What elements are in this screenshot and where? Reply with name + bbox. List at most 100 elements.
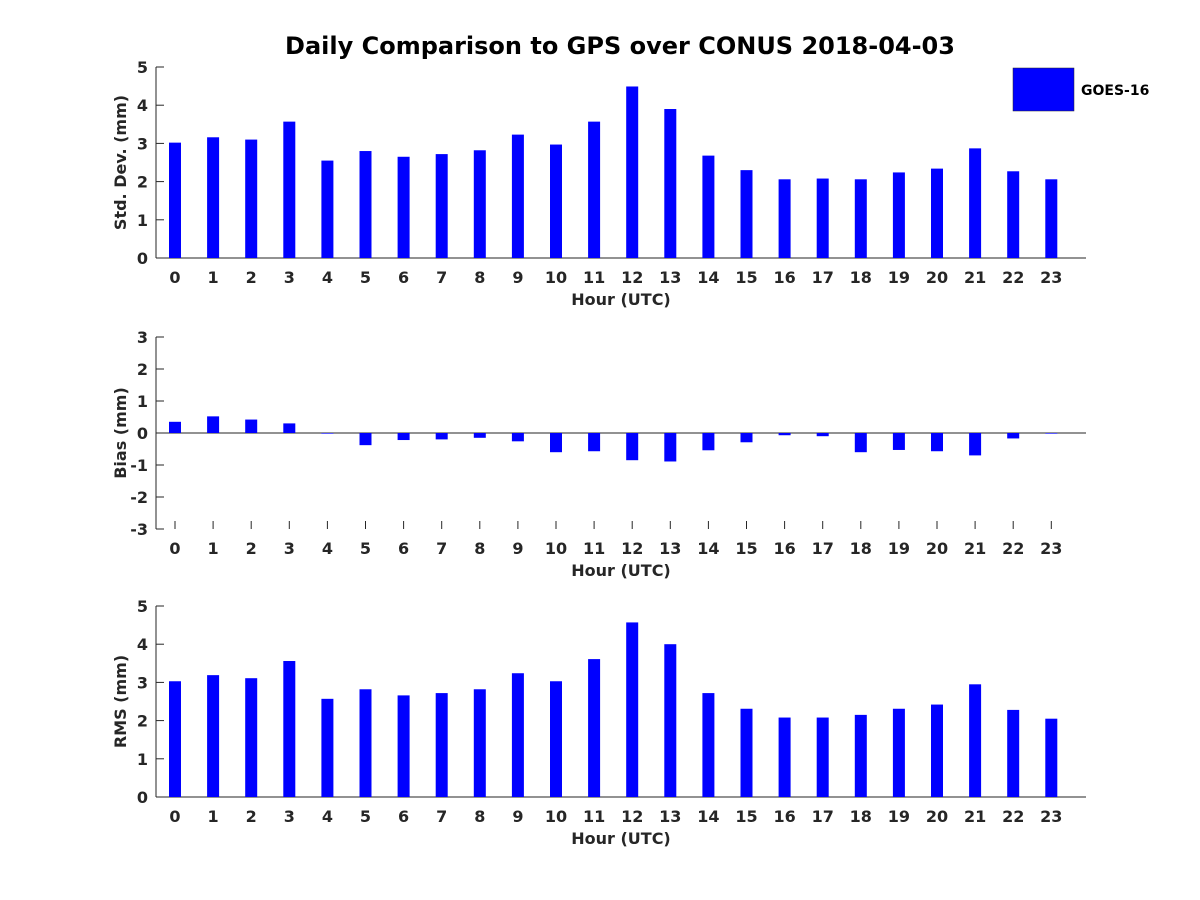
bar-hour-13 xyxy=(664,109,677,259)
x-tick-label: 11 xyxy=(583,807,605,826)
y-axis-label: RMS (mm) xyxy=(111,655,130,748)
bar-hour-23 xyxy=(1045,179,1058,258)
x-tick-label: 16 xyxy=(773,268,795,287)
x-tick-label: 21 xyxy=(964,539,986,558)
x-tick-label: 4 xyxy=(322,807,333,826)
bar-hour-20 xyxy=(931,433,943,452)
x-tick-label: 19 xyxy=(888,268,910,287)
bar-hour-17 xyxy=(816,178,829,258)
y-tick-label: -2 xyxy=(130,488,148,507)
bar-hour-4 xyxy=(321,433,334,434)
x-tick-label: 10 xyxy=(545,539,567,558)
bar-hour-10 xyxy=(550,144,562,258)
x-tick-label: 13 xyxy=(659,807,681,826)
x-tick-label: 2 xyxy=(246,539,257,558)
bar-hour-13 xyxy=(664,644,677,797)
x-tick-label: 16 xyxy=(773,539,795,558)
bar-hour-9 xyxy=(511,433,524,442)
bar-hour-14 xyxy=(702,693,715,797)
bar-hour-10 xyxy=(550,433,562,453)
x-tick-label: 1 xyxy=(208,268,219,287)
bar-hour-2 xyxy=(245,419,258,433)
bar-hour-11 xyxy=(588,433,601,452)
bar-hour-10 xyxy=(550,681,562,797)
bar-hour-20 xyxy=(931,168,943,258)
x-tick-label: 9 xyxy=(512,268,523,287)
x-tick-label: 8 xyxy=(474,268,485,287)
bar-hour-21 xyxy=(969,148,982,258)
x-tick-label: 17 xyxy=(812,539,834,558)
x-tick-label: 7 xyxy=(436,539,447,558)
x-tick-label: 17 xyxy=(812,807,834,826)
bar-hour-17 xyxy=(816,717,829,797)
x-tick-label: 6 xyxy=(398,268,409,287)
x-tick-label: 3 xyxy=(284,539,295,558)
bar-hour-9 xyxy=(511,673,524,797)
x-tick-label: 7 xyxy=(436,807,447,826)
x-tick-label: 11 xyxy=(583,539,605,558)
x-tick-label: 18 xyxy=(850,807,872,826)
y-tick-label: 3 xyxy=(137,673,148,692)
bar-hour-21 xyxy=(969,433,982,456)
bar-hour-18 xyxy=(854,179,867,258)
x-tick-label: 6 xyxy=(398,539,409,558)
bar-hour-12 xyxy=(626,622,639,797)
bar-hour-8 xyxy=(473,150,486,258)
bar-hour-8 xyxy=(473,433,486,438)
x-tick-label: 23 xyxy=(1040,807,1062,826)
bar-hour-2 xyxy=(245,139,258,258)
bar-hour-11 xyxy=(588,659,601,797)
y-axis-label: Std. Dev. (mm) xyxy=(111,95,130,230)
bar-hour-14 xyxy=(702,433,715,451)
x-tick-label: 16 xyxy=(773,807,795,826)
x-tick-label: 15 xyxy=(735,268,757,287)
bar-hour-19 xyxy=(892,172,905,258)
y-axis-label: Bias (mm) xyxy=(111,387,130,479)
y-tick-label: -3 xyxy=(130,520,148,539)
bar-hour-6 xyxy=(397,433,410,441)
x-tick-label: 8 xyxy=(474,539,485,558)
bar-hour-0 xyxy=(169,681,181,797)
bar-hour-23 xyxy=(1045,433,1058,434)
y-tick-label: 2 xyxy=(137,360,148,379)
bar-hour-16 xyxy=(778,179,791,258)
x-tick-label: 18 xyxy=(850,268,872,287)
x-axis-label: Hour (UTC) xyxy=(571,290,671,309)
bar-hour-9 xyxy=(511,134,524,258)
y-tick-label: 2 xyxy=(137,173,148,192)
y-tick-label: 1 xyxy=(137,392,148,411)
chart-title: Daily Comparison to GPS over CONUS 2018-… xyxy=(285,32,955,60)
bar-hour-14 xyxy=(702,155,715,258)
x-tick-label: 11 xyxy=(583,268,605,287)
y-tick-label: 1 xyxy=(137,211,148,230)
x-tick-label: 15 xyxy=(735,539,757,558)
x-tick-label: 20 xyxy=(926,539,948,558)
x-tick-label: 22 xyxy=(1002,268,1024,287)
x-tick-label: 4 xyxy=(322,268,333,287)
x-tick-label: 0 xyxy=(169,807,180,826)
bar-hour-20 xyxy=(931,704,943,797)
x-tick-label: 9 xyxy=(512,539,523,558)
bar-hour-7 xyxy=(435,693,448,797)
y-tick-label: -1 xyxy=(130,456,148,475)
x-tick-label: 7 xyxy=(436,268,447,287)
x-tick-label: 23 xyxy=(1040,268,1062,287)
bar-hour-1 xyxy=(207,416,220,433)
x-tick-label: 13 xyxy=(659,539,681,558)
bar-hour-22 xyxy=(1007,433,1020,439)
x-tick-label: 3 xyxy=(284,807,295,826)
legend: GOES-16 xyxy=(1012,67,1149,112)
bar-hour-6 xyxy=(397,695,410,797)
bar-hour-19 xyxy=(892,708,905,797)
bar-hour-4 xyxy=(321,160,334,258)
x-tick-label: 13 xyxy=(659,268,681,287)
bar-hour-2 xyxy=(245,678,258,797)
x-tick-label: 14 xyxy=(697,268,719,287)
x-tick-label: 21 xyxy=(964,268,986,287)
y-tick-label: 2 xyxy=(137,712,148,731)
bar-hour-12 xyxy=(626,86,639,259)
x-tick-label: 2 xyxy=(246,807,257,826)
bar-hour-13 xyxy=(664,433,677,462)
